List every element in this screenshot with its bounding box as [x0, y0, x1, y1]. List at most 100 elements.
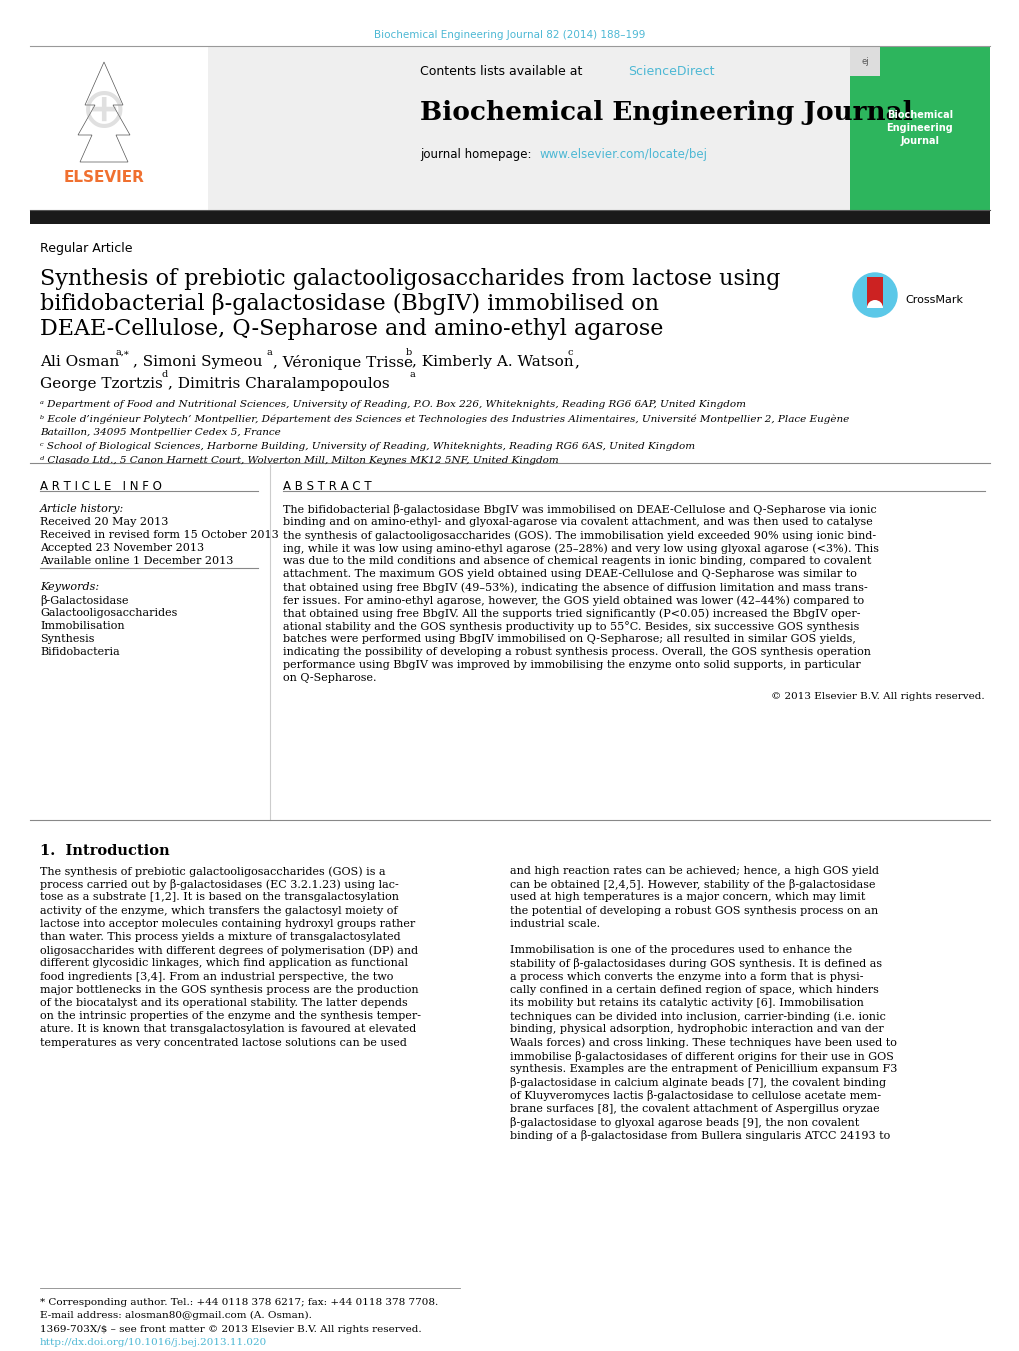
Text: CrossMark: CrossMark [904, 295, 962, 305]
Text: that obtained using free BbgIV. All the supports tried significantly (P<0.05) in: that obtained using free BbgIV. All the … [282, 608, 860, 619]
Text: food ingredients [3,4]. From an industrial perspective, the two: food ingredients [3,4]. From an industri… [40, 971, 393, 982]
Text: Regular Article: Regular Article [40, 242, 132, 255]
Text: c: c [568, 349, 573, 357]
Text: 1369-703X/$ – see front matter © 2013 Elsevier B.V. All rights reserved.: 1369-703X/$ – see front matter © 2013 El… [40, 1325, 421, 1333]
Text: ature. It is known that transgalactosylation is favoured at elevated: ature. It is known that transgalactosyla… [40, 1024, 416, 1035]
Text: Bataillon, 34095 Montpellier Cedex 5, France: Bataillon, 34095 Montpellier Cedex 5, Fr… [40, 428, 280, 436]
Text: ᵃ Department of Food and Nutritional Sciences, University of Reading, P.O. Box 2: ᵃ Department of Food and Nutritional Sci… [40, 400, 745, 409]
Text: activity of the enzyme, which transfers the galactosyl moiety of: activity of the enzyme, which transfers … [40, 905, 397, 916]
Bar [849, 46, 879, 76]
Text: © 2013 Elsevier B.V. All rights reserved.: © 2013 Elsevier B.V. All rights reserved… [770, 692, 984, 701]
Text: was due to the mild conditions and absence of chemical reagents in ionic binding: was due to the mild conditions and absen… [282, 557, 870, 566]
Text: , Kimberly A. Watson: , Kimberly A. Watson [412, 355, 573, 369]
Text: Biochemical Engineering Journal 82 (2014) 188–199: Biochemical Engineering Journal 82 (2014… [374, 30, 645, 41]
Text: Ali Osman: Ali Osman [40, 355, 119, 369]
Bar [30, 46, 208, 209]
Text: synthesis. Examples are the entrapment of Penicillium expansum F3: synthesis. Examples are the entrapment o… [510, 1065, 897, 1074]
Text: ᵇ Ecole d’ingénieur Polytech’ Montpellier, Département des Sciences et Technolog: ᵇ Ecole d’ingénieur Polytech’ Montpellie… [40, 413, 849, 423]
Text: tose as a substrate [1,2]. It is based on the transgalactosylation: tose as a substrate [1,2]. It is based o… [40, 893, 398, 902]
Text: temperatures as very concentrated lactose solutions can be used: temperatures as very concentrated lactos… [40, 1038, 407, 1047]
Text: Biochemical
Engineering
Journal: Biochemical Engineering Journal [886, 109, 953, 146]
Text: major bottlenecks in the GOS synthesis process are the production: major bottlenecks in the GOS synthesis p… [40, 985, 418, 994]
Text: stability of β-galactosidases during GOS synthesis. It is defined as: stability of β-galactosidases during GOS… [510, 958, 881, 970]
Text: , Véronique Trisse: , Véronique Trisse [273, 355, 413, 370]
Text: that obtained using free BbgIV (49–53%), indicating the absence of diffusion lim: that obtained using free BbgIV (49–53%),… [282, 582, 867, 593]
Text: Received in revised form 15 October 2013: Received in revised form 15 October 2013 [40, 530, 278, 540]
Wedge shape [866, 300, 882, 308]
Text: cally confined in a certain defined region of space, which hinders: cally confined in a certain defined regi… [510, 985, 878, 994]
Text: The synthesis of prebiotic galactooligosaccharides (GOS) is a: The synthesis of prebiotic galactooligos… [40, 866, 385, 877]
Text: Synthesis: Synthesis [40, 634, 95, 644]
Text: β-galactosidase in calcium alginate beads [7], the covalent binding: β-galactosidase in calcium alginate bead… [510, 1077, 886, 1088]
Text: b: b [406, 349, 412, 357]
Text: Synthesis of prebiotic galactooligosaccharides from lactose using: Synthesis of prebiotic galactooligosacch… [40, 267, 780, 290]
Text: a: a [410, 370, 416, 380]
Text: ing, while it was low using amino-ethyl agarose (25–28%) and very low using glyo: ing, while it was low using amino-ethyl … [282, 543, 878, 554]
Text: of Kluyveromyces lactis β-galactosidase to cellulose acetate mem-: of Kluyveromyces lactis β-galactosidase … [510, 1090, 880, 1101]
Text: * Corresponding author. Tel.: +44 0118 378 6217; fax: +44 0118 378 7708.: * Corresponding author. Tel.: +44 0118 3… [40, 1298, 438, 1306]
Text: Biochemical Engineering Journal: Biochemical Engineering Journal [420, 100, 912, 126]
Text: A B S T R A C T: A B S T R A C T [282, 480, 371, 493]
Text: the synthesis of galactooligosaccharides (GOS). The immobilisation yield exceede: the synthesis of galactooligosaccharides… [282, 530, 875, 540]
Text: ᵈ Clasado Ltd., 5 Canon Harnett Court, Wolverton Mill, Milton Keynes MK12 5NF, U: ᵈ Clasado Ltd., 5 Canon Harnett Court, W… [40, 457, 558, 465]
Text: ᶜ School of Biological Sciences, Harborne Building, University of Reading, White: ᶜ School of Biological Sciences, Harborn… [40, 442, 694, 451]
Polygon shape [866, 277, 882, 307]
Text: The bifidobacterial β-galactosidase BbgIV was immobilised on DEAE-Cellulose and : The bifidobacterial β-galactosidase BbgI… [282, 504, 876, 515]
Text: ⊕: ⊕ [81, 85, 127, 139]
Text: Immobilisation is one of the procedures used to enhance the: Immobilisation is one of the procedures … [510, 946, 851, 955]
Text: ScienceDirect: ScienceDirect [628, 65, 713, 78]
Text: on the intrinsic properties of the enzyme and the synthesis temper-: on the intrinsic properties of the enzym… [40, 1011, 421, 1021]
Text: Immobilisation: Immobilisation [40, 621, 124, 631]
Text: Accepted 23 November 2013: Accepted 23 November 2013 [40, 543, 204, 553]
Text: George Tzortzis: George Tzortzis [40, 377, 163, 390]
Text: brane surfaces [8], the covalent attachment of Aspergillus oryzae: brane surfaces [8], the covalent attachm… [510, 1104, 878, 1113]
Bar [30, 209, 989, 224]
Text: different glycosidic linkages, which find application as functional: different glycosidic linkages, which fin… [40, 958, 408, 969]
Text: , Dimitris Charalampopoulos: , Dimitris Charalampopoulos [168, 377, 389, 390]
Text: of the biocatalyst and its operational stability. The latter depends: of the biocatalyst and its operational s… [40, 998, 408, 1008]
Text: the potential of developing a robust GOS synthesis process on an: the potential of developing a robust GOS… [510, 905, 877, 916]
Text: a: a [267, 349, 272, 357]
Text: ational stability and the GOS synthesis productivity up to 55°C. Besides, six su: ational stability and the GOS synthesis … [282, 621, 859, 632]
Text: http://dx.doi.org/10.1016/j.bej.2013.11.020: http://dx.doi.org/10.1016/j.bej.2013.11.… [40, 1337, 267, 1347]
Text: , Simoni Symeou: , Simoni Symeou [132, 355, 262, 369]
Text: process carried out by β-galactosidases (EC 3.2.1.23) using lac-: process carried out by β-galactosidases … [40, 880, 398, 890]
Text: used at high temperatures is a major concern, which may limit: used at high temperatures is a major con… [510, 893, 864, 902]
Text: attachment. The maximum GOS yield obtained using DEAE-Cellulose and Q-Sepharose : attachment. The maximum GOS yield obtain… [282, 569, 856, 580]
Text: and high reaction rates can be achieved; hence, a high GOS yield: and high reaction rates can be achieved;… [510, 866, 878, 875]
Text: ELSEVIER: ELSEVIER [63, 170, 145, 185]
Text: Available online 1 December 2013: Available online 1 December 2013 [40, 557, 233, 566]
Text: ,: , [574, 355, 579, 369]
Text: immobilise β-galactosidases of different origins for their use in GOS: immobilise β-galactosidases of different… [510, 1051, 893, 1062]
Text: batches were performed using BbgIV immobilised on Q-Sepharose; all resulted in s: batches were performed using BbgIV immob… [282, 634, 855, 644]
Text: Keywords:: Keywords: [40, 582, 99, 592]
Text: performance using BbgIV was improved by immobilising the enzyme onto solid suppo: performance using BbgIV was improved by … [282, 661, 860, 670]
Circle shape [852, 273, 896, 317]
Text: can be obtained [2,4,5]. However, stability of the β-galactosidase: can be obtained [2,4,5]. However, stabil… [510, 880, 874, 890]
Text: Contents lists available at: Contents lists available at [420, 65, 586, 78]
Text: www.elsevier.com/locate/bej: www.elsevier.com/locate/bej [539, 149, 707, 161]
Text: 1.  Introduction: 1. Introduction [40, 844, 169, 858]
Text: binding and on amino-ethyl- and glyoxal-agarose via covalent attachment, and was: binding and on amino-ethyl- and glyoxal-… [282, 517, 872, 527]
Text: binding of a β-galactosidase from Bullera singularis ATCC 24193 to: binding of a β-galactosidase from Buller… [510, 1129, 890, 1142]
Text: oligosaccharides with different degrees of polymerisation (DP) and: oligosaccharides with different degrees … [40, 946, 418, 955]
Text: fer issues. For amino-ethyl agarose, however, the GOS yield obtained was lower (: fer issues. For amino-ethyl agarose, how… [282, 594, 863, 605]
Text: DEAE-Cellulose, Q-Sepharose and amino-ethyl agarose: DEAE-Cellulose, Q-Sepharose and amino-et… [40, 317, 662, 340]
Text: Galactooligosaccharides: Galactooligosaccharides [40, 608, 177, 617]
Text: Received 20 May 2013: Received 20 May 2013 [40, 517, 168, 527]
Text: indicating the possibility of developing a robust synthesis process. Overall, th: indicating the possibility of developing… [282, 647, 870, 657]
Text: a,⁎: a,⁎ [116, 349, 129, 357]
Text: Article history:: Article history: [40, 504, 124, 513]
Text: bifidobacterial β-galactosidase (BbgIV) immobilised on: bifidobacterial β-galactosidase (BbgIV) … [40, 293, 658, 315]
Text: techniques can be divided into inclusion, carrier-binding (i.e. ionic: techniques can be divided into inclusion… [510, 1011, 886, 1021]
Text: than water. This process yields a mixture of transgalactosylated: than water. This process yields a mixtur… [40, 932, 400, 942]
Text: β-Galactosidase: β-Galactosidase [40, 594, 128, 607]
Text: lactose into acceptor molecules containing hydroxyl groups rather: lactose into acceptor molecules containi… [40, 919, 415, 928]
Text: Bifidobacteria: Bifidobacteria [40, 647, 119, 657]
Text: industrial scale.: industrial scale. [510, 919, 599, 928]
Text: journal homepage:: journal homepage: [420, 149, 538, 161]
Text: β-galactosidase to glyoxal agarose beads [9], the non covalent: β-galactosidase to glyoxal agarose beads… [510, 1117, 858, 1128]
Bar [30, 46, 849, 209]
Text: its mobility but retains its catalytic activity [6]. Immobilisation: its mobility but retains its catalytic a… [510, 998, 863, 1008]
Text: A R T I C L E   I N F O: A R T I C L E I N F O [40, 480, 162, 493]
